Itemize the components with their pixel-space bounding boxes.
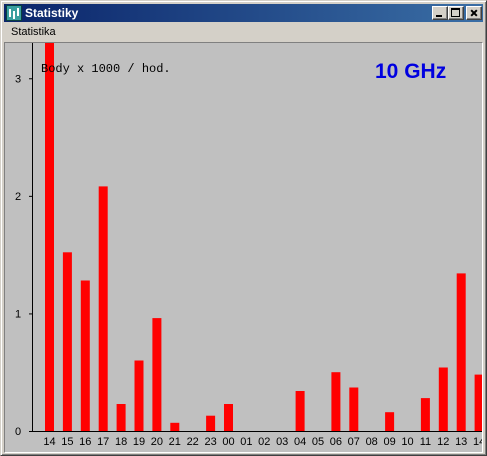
x-tick-label-17: 07 — [348, 436, 360, 448]
bar-4 — [116, 404, 126, 431]
x-tick-label-21: 11 — [420, 436, 431, 448]
x-tick-label-24: 14 — [473, 436, 482, 448]
y-tick-label: 2 — [15, 191, 21, 203]
x-tick-label-6: 20 — [151, 436, 163, 448]
bar-14 — [295, 391, 305, 431]
bar-24 — [474, 374, 482, 431]
bar-6 — [152, 318, 162, 431]
x-tick-label-9: 23 — [204, 436, 216, 448]
bar-23 — [456, 273, 466, 431]
bar-19 — [385, 412, 395, 431]
bar-16 — [331, 372, 341, 431]
x-tick-label-0: 14 — [43, 436, 55, 448]
x-tick-label-18: 08 — [366, 436, 378, 448]
bar-9 — [206, 415, 216, 431]
x-tick-label-11: 01 — [240, 436, 252, 448]
x-tick-label-19: 09 — [383, 436, 395, 448]
window-title: Statistiky — [25, 6, 79, 20]
chart-annotation: Body x 1000 / hod. — [41, 62, 171, 76]
bar-5 — [134, 360, 144, 431]
y-tick-label: 1 — [15, 308, 21, 320]
bar-1 — [62, 252, 72, 431]
x-tick-label-7: 21 — [169, 436, 181, 448]
x-tick-label-3: 17 — [97, 436, 109, 448]
x-tick-label-1: 15 — [61, 436, 73, 448]
bar-10 — [224, 404, 233, 431]
band-label: 10 GHz — [375, 60, 446, 83]
x-tick-label-12: 02 — [258, 436, 270, 448]
chart-area: 0 1 2 3 14 15 16 17 18 19 20 21 22 23 00 01 02 03 04 05 06 07… — [4, 42, 483, 453]
menu-bar: Statistika — [4, 23, 483, 42]
bar-3 — [98, 186, 108, 431]
x-tick-label-4: 18 — [115, 436, 127, 448]
satellite-signal-icon[interactable] — [6, 5, 22, 21]
x-tick-label-10: 00 — [222, 436, 234, 448]
x-tick-label-16: 06 — [330, 436, 342, 448]
x-tick-label-20: 10 — [401, 436, 413, 448]
x-tick-label-14: 04 — [294, 436, 306, 448]
bar-17 — [349, 387, 359, 431]
bar-21 — [420, 398, 430, 431]
y-tick-label: 3 — [15, 73, 21, 85]
bar-0 — [45, 43, 54, 431]
close-button[interactable] — [466, 6, 482, 20]
bar-7 — [170, 422, 180, 431]
x-tick-label-15: 05 — [312, 436, 324, 448]
x-tick-label-22: 12 — [437, 436, 449, 448]
menu-statistika[interactable]: Statistika — [11, 26, 56, 38]
x-tick-label-8: 22 — [187, 436, 199, 448]
x-tick-label-13: 03 — [276, 436, 288, 448]
x-tick-label-5: 19 — [133, 436, 145, 448]
minimize-button[interactable] — [432, 6, 448, 20]
maximize-button[interactable] — [448, 6, 464, 20]
bar-22 — [438, 367, 448, 431]
bar-2 — [80, 280, 90, 431]
x-tick-label-23: 13 — [455, 436, 467, 448]
y-tick-label: 0 — [15, 426, 21, 438]
x-tick-label-2: 16 — [79, 436, 91, 448]
title-bar[interactable]: Statistiky — [4, 4, 483, 22]
